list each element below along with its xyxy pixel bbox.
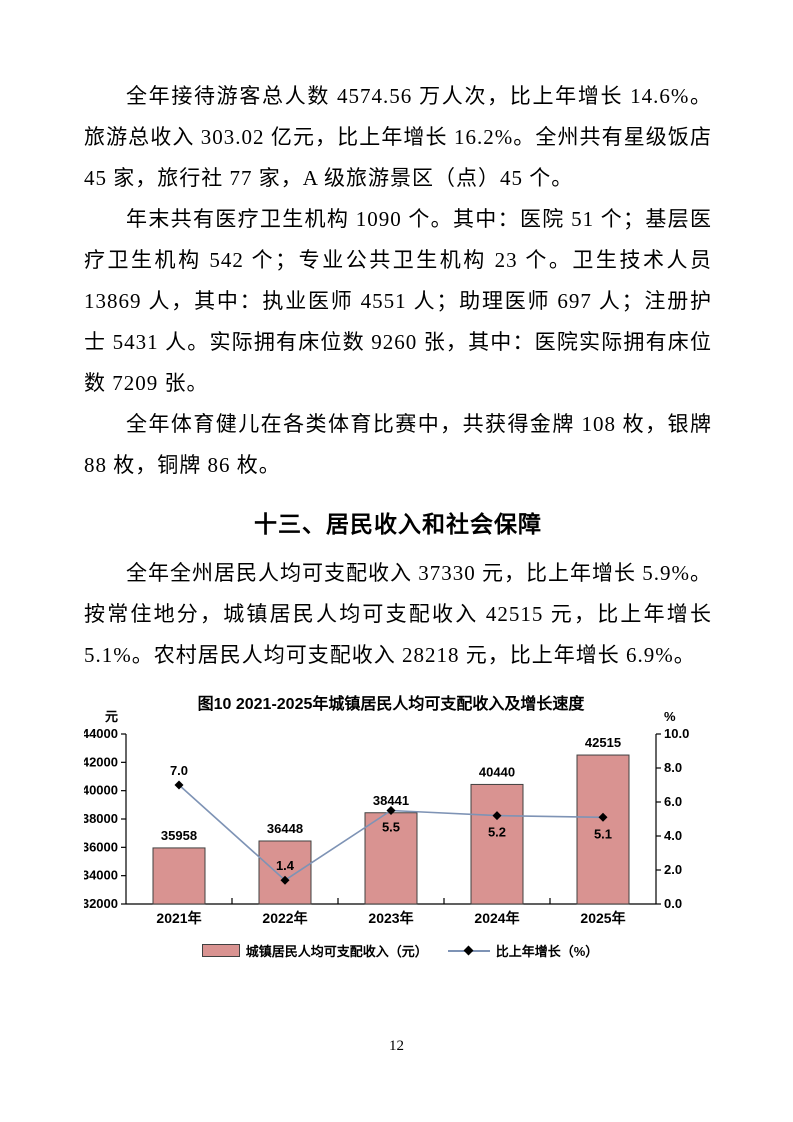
x-axis-label: 2021年 xyxy=(156,910,201,926)
document-content: 全年接待游客总人数 4574.56 万人次，比上年增长 14.6%。旅游总收入 … xyxy=(82,76,712,960)
bar-value-label: 36448 xyxy=(267,821,303,836)
x-axis-label: 2025年 xyxy=(580,910,625,926)
chart-legend: 城镇居民人均可支配收入（元） 比上年增长（%） xyxy=(84,941,716,960)
bar-2021年 xyxy=(152,847,206,905)
right-axis-tick-label: 4.0 xyxy=(664,828,682,843)
paragraph-income: 全年全州居民人均可支配收入 37330 元，比上年增长 5.9%。按常住地分，城… xyxy=(84,561,712,667)
left-axis-tick-label: 32000 xyxy=(84,896,118,911)
line-marker-diamond-icon xyxy=(386,806,396,815)
bar-value-label: 42515 xyxy=(585,735,621,750)
chart-title: 图10 2021-2025年城镇居民人均可支配收入及增长速度 xyxy=(198,694,586,713)
right-axis-tick-label: 10.0 xyxy=(664,726,689,741)
line-value-label: 5.5 xyxy=(382,820,400,835)
paragraph-tourism: 全年接待游客总人数 4574.56 万人次，比上年增长 14.6%。旅游总收入 … xyxy=(84,84,712,190)
paragraph-sports: 全年体育健儿在各类体育比赛中，共获得金牌 108 枚，银牌 88 枚，铜牌 86… xyxy=(84,412,712,477)
line-marker-diamond-icon xyxy=(174,780,184,790)
left-axis-tick-label: 38000 xyxy=(84,811,118,826)
left-axis-tick-label: 42000 xyxy=(84,754,118,769)
line-marker-diamond-icon xyxy=(280,875,290,885)
right-axis-tick-label: 2.0 xyxy=(664,862,682,877)
right-axis-unit: % xyxy=(664,709,676,724)
left-axis-tick-label: 40000 xyxy=(84,783,118,798)
left-axis-tick-label: 36000 xyxy=(84,839,118,854)
right-axis-tick-label: 6.0 xyxy=(664,794,682,809)
line-marker-diamond-icon xyxy=(492,811,502,821)
left-axis-tick-label: 34000 xyxy=(84,868,118,883)
bar-value-label: 38441 xyxy=(373,793,409,808)
bar-value-label: 40440 xyxy=(479,764,515,779)
left-axis-tick-label: 44000 xyxy=(84,726,118,741)
x-axis-label: 2022年 xyxy=(262,910,307,926)
chart-plot-area: 图10 2021-2025年城镇居民人均可支配收入及增长速度元% 32000 340… xyxy=(82,692,716,937)
line-value-label: 1.4 xyxy=(276,858,295,873)
page-number: 12 xyxy=(389,1038,404,1054)
x-axis-label: 2023年 xyxy=(368,910,413,926)
bar-value-label: 35958 xyxy=(161,828,197,843)
bar-2024年 xyxy=(470,783,524,905)
income-growth-chart: 图10 2021-2025年城镇居民人均可支配收入及增长速度元% 32000 340… xyxy=(82,692,716,960)
right-axis-tick-label: 8.0 xyxy=(664,760,682,775)
bar-2025年 xyxy=(576,754,630,905)
bar-2022年 xyxy=(258,840,312,905)
legend-item-growth: 比上年增长（%） xyxy=(447,941,599,960)
x-axis-label: 2024年 xyxy=(474,910,519,926)
bar-2023年 xyxy=(364,812,418,905)
legend-line-label: 比上年增长（%） xyxy=(495,944,599,959)
line-value-label: 5.2 xyxy=(488,825,506,840)
legend-line-marker-icon xyxy=(447,945,490,956)
section-heading: 十三、居民收入和社会保障 xyxy=(254,511,542,537)
line-value-label: 7.0 xyxy=(170,763,188,778)
legend-item-income: 城镇居民人均可支配收入（元） xyxy=(201,941,428,960)
legend-diamond-marker-icon xyxy=(463,945,474,956)
left-axis-unit: 元 xyxy=(105,709,118,724)
line-marker-diamond-icon xyxy=(598,812,608,822)
line-value-label: 5.1 xyxy=(594,826,612,841)
right-axis-tick-label: 0.0 xyxy=(664,896,682,911)
legend-bar-label: 城镇居民人均可支配收入（元） xyxy=(245,944,428,959)
paragraph-health: 年末共有医疗卫生机构 1090 个。其中：医院 51 个；基层医疗卫生机构 54… xyxy=(84,207,712,395)
legend-bar-swatch-icon xyxy=(201,944,240,957)
